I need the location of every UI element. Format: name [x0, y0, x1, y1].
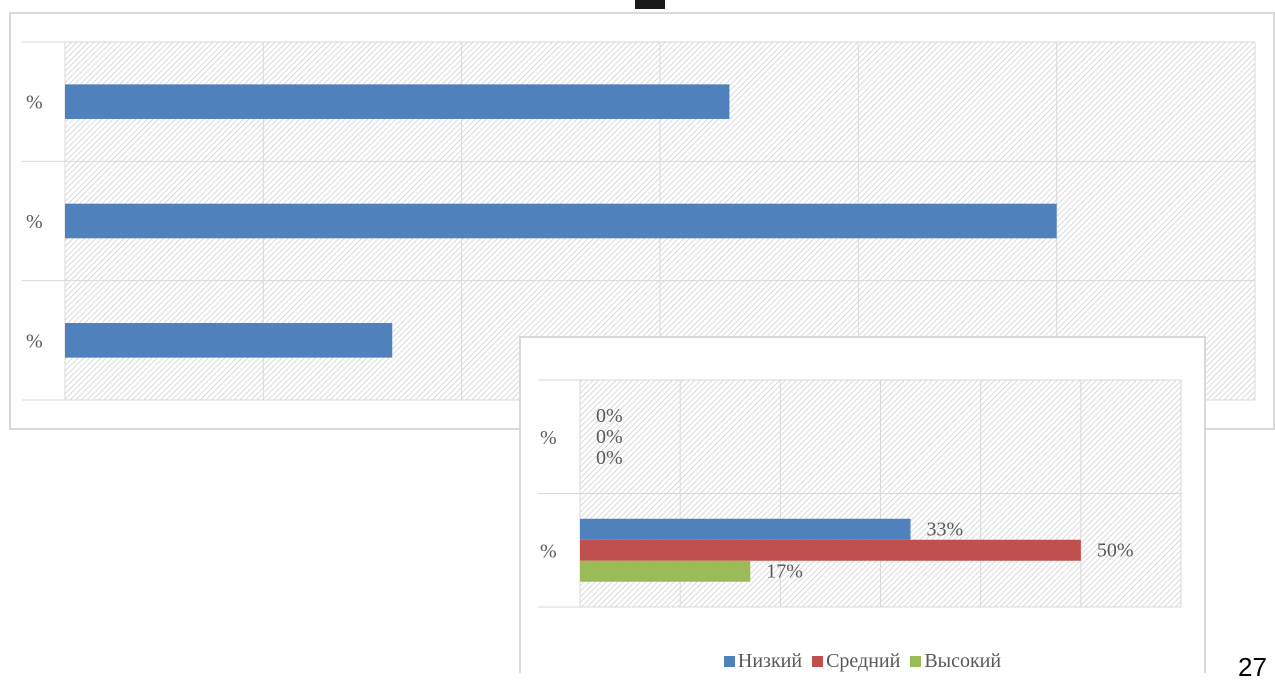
- legend-label-high: Высокий: [924, 650, 1002, 672]
- legend-entry-low: Низкий: [723, 650, 803, 673]
- chart2-category-label: %: [540, 540, 557, 562]
- chart1-bars: [65, 84, 1057, 358]
- chart2-bar: [580, 518, 911, 540]
- chart2-legend: Низкий Средний Высокий: [520, 650, 1205, 673]
- chart2-data-label: 17%: [766, 560, 803, 582]
- chart1-title-fragment: [635, 0, 665, 9]
- legend-entry-high: Высокий: [910, 650, 1001, 673]
- legend-swatch-medium: [812, 656, 824, 667]
- chart1-category-label: %: [26, 330, 43, 352]
- chart2-category-labels: %%: [540, 427, 557, 563]
- legend-swatch-high: [910, 656, 922, 667]
- chart1-bar: [65, 84, 730, 119]
- chart2-data-label: 0%: [596, 447, 623, 469]
- chart2-category-label: %: [540, 427, 557, 449]
- chart2-bars: [580, 518, 1081, 582]
- chart2-data-label: 0%: [596, 426, 623, 448]
- legend-entry-medium: Средний: [812, 650, 900, 673]
- legend-label-medium: Средний: [826, 650, 901, 672]
- chart2-data-label: 50%: [1097, 539, 1134, 561]
- chart1-category-label: %: [26, 211, 43, 233]
- chart2-bar: [580, 539, 1081, 561]
- legend-swatch-low: [723, 656, 735, 667]
- chart2-bar: [580, 560, 751, 582]
- chart1-category-labels: %%%: [26, 92, 43, 353]
- chart1-bar: [65, 203, 1057, 239]
- chart1-bar: [65, 323, 393, 358]
- chart2-data-labels: 0%0%0%33%50%17%: [596, 405, 1134, 583]
- chart1-category-label: %: [26, 92, 43, 114]
- legend-label-low: Низкий: [737, 650, 803, 672]
- page-number: 27: [1238, 652, 1267, 682]
- chart2-data-label: 0%: [596, 405, 623, 427]
- chart2-data-label: 33%: [927, 518, 964, 540]
